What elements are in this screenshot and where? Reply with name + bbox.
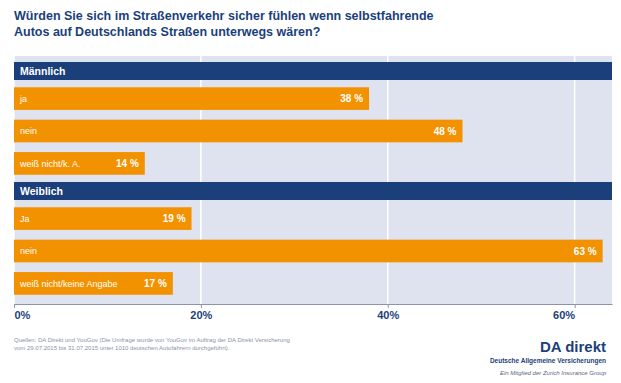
logo-name: DA direkt (540, 338, 606, 355)
group-header (14, 182, 612, 200)
bar (14, 272, 173, 295)
labels: ja 38 % nein 48 % weiß nicht/k. A. 14 % Ja 19 %… (19, 93, 597, 289)
tick-label: 0% (15, 309, 31, 321)
category-label: nein (20, 246, 37, 256)
title-line: Autos auf Deutschlands Straßen unterwegs… (14, 25, 320, 39)
data-label: 19 % (163, 213, 186, 224)
tick-label: 20% (190, 309, 212, 321)
grid-line (574, 56, 576, 304)
group-label: Männlich (20, 65, 66, 77)
title: Würden Sie sich im Straßenverkehr sicher… (14, 9, 434, 39)
tick: 0% (15, 304, 31, 321)
data-label: 38 % (340, 93, 363, 104)
grid-line (387, 56, 389, 304)
title-line: Würden Sie sich im Straßenverkehr sicher… (14, 9, 434, 23)
tick: 40% (377, 304, 399, 321)
group-header (14, 62, 612, 80)
category-label: nein (20, 126, 37, 136)
category-label: weiß nicht/keine Angabe (19, 279, 118, 289)
logo-member: Ein Mitglied der Zurich Insurance Group (500, 370, 607, 376)
bar (14, 87, 369, 110)
category-label: ja (19, 94, 27, 104)
tick-label: 40% (377, 309, 399, 321)
source-line: Quellen: DA Direkt und YouGov (Die Umfra… (14, 337, 290, 343)
data-label: 63 % (574, 246, 597, 257)
data-label: 14 % (116, 158, 139, 169)
data-label: 48 % (434, 126, 457, 137)
bar (14, 152, 145, 175)
category-label: weiß nicht/k. A. (19, 159, 81, 169)
bar (14, 120, 463, 143)
group-label: Weiblich (20, 185, 63, 197)
tick: 60% (553, 304, 575, 321)
source-line: vom 29.07.2015 bis 31.07.2015 unter 1010… (14, 345, 230, 351)
tick: 20% (190, 304, 212, 321)
tick-mark (201, 304, 202, 308)
source: Quellen: DA Direkt und YouGov (Die Umfra… (14, 337, 290, 351)
logo-subline: Deutsche Allgemeine Versicherungen (490, 357, 606, 365)
logo: DA direkt Deutsche Allgemeine Versicherun… (490, 338, 607, 376)
bar (14, 207, 192, 230)
tick-mark (388, 304, 389, 308)
data-label: 17 % (144, 278, 167, 289)
tick-mark (14, 304, 15, 308)
group-headers: Männlich Weiblich (14, 62, 612, 200)
grid (14, 56, 575, 304)
category-label: Ja (20, 214, 30, 224)
bar (14, 240, 603, 263)
axis-line (15, 304, 613, 305)
tick-label: 60% (553, 309, 575, 321)
chart: Würden Sie sich im Straßenverkehr sicher… (0, 0, 621, 383)
tick-mark (575, 304, 576, 308)
x-axis: 0% 20% 40% 60% (15, 304, 613, 321)
bars (14, 87, 603, 295)
plot-background (14, 56, 612, 304)
